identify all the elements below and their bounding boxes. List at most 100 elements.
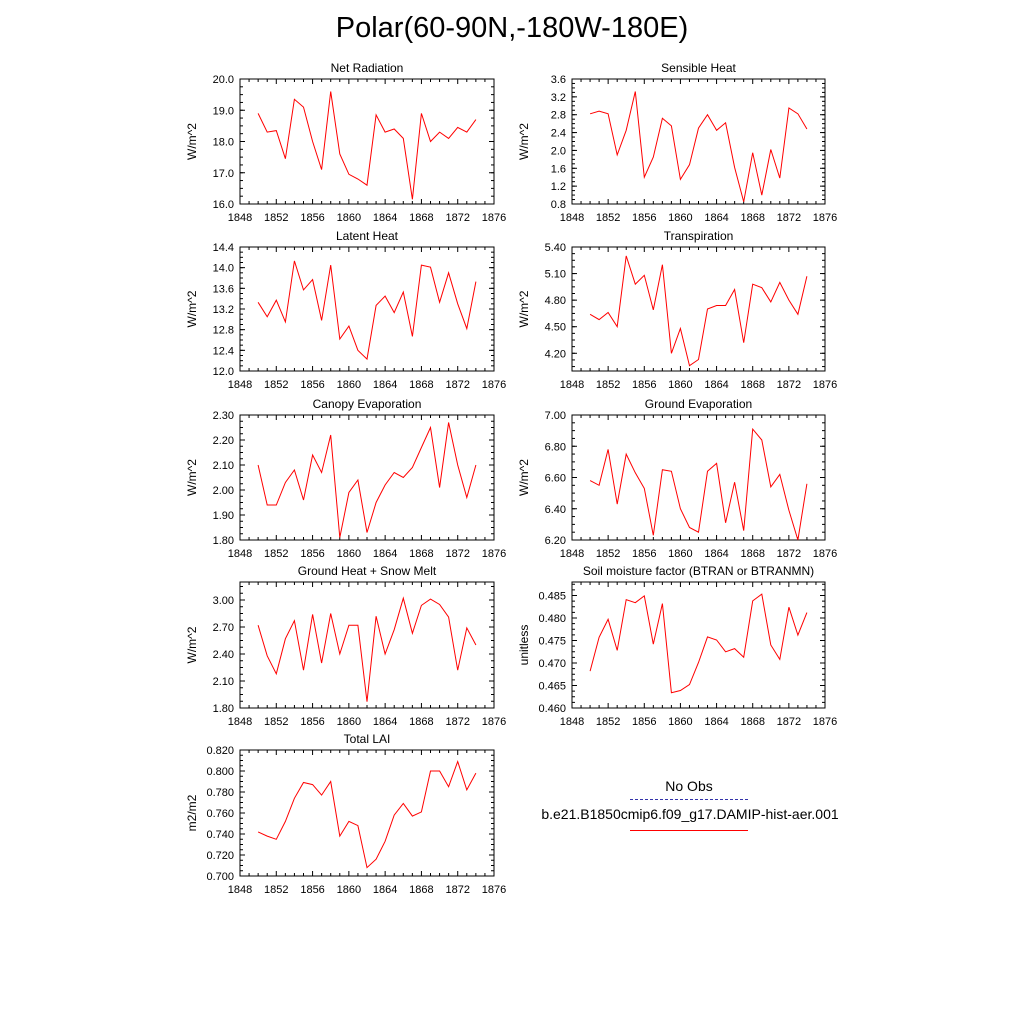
y-tick-label: 0.460 xyxy=(538,703,566,715)
y-tick-label: 14.0 xyxy=(213,263,234,275)
y-tick-label: 1.2 xyxy=(551,181,566,193)
y-tick-label: 19.0 xyxy=(213,105,234,117)
legend-obs-line xyxy=(630,799,748,800)
y-tick-label: 0.780 xyxy=(206,787,234,799)
x-tick-label: 1848 xyxy=(228,212,252,224)
chart-panel: Ground Evaporation W/m^2 1848 1852 1856 1860 1… xyxy=(517,397,837,560)
panel-title: Ground Heat + Snow Melt xyxy=(298,564,437,578)
series-line xyxy=(257,596,477,702)
chart-panel: Latent Heat W/m^2 1848 1852 1856 1860 1864 1868… xyxy=(185,229,506,391)
y-tick-label: 5.40 xyxy=(545,242,566,254)
y-tick-label: 2.4 xyxy=(551,128,566,140)
y-tick-label: 2.8 xyxy=(551,110,566,122)
x-tick-label: 1864 xyxy=(704,212,728,224)
y-tick-label: 1.6 xyxy=(551,163,566,175)
plot-frame xyxy=(239,581,495,709)
x-tick-label: 1856 xyxy=(632,212,656,224)
x-tick-label: 1848 xyxy=(560,716,584,728)
y-tick-label: 6.60 xyxy=(545,473,566,485)
y-tick-label: 0.470 xyxy=(538,658,566,670)
page-title: Polar(60-90N,-180W-180E) xyxy=(335,12,689,44)
y-tick-label: 3.2 xyxy=(551,92,566,104)
y-tick-label: 2.00 xyxy=(213,485,234,497)
y-tick-label: 13.2 xyxy=(213,304,234,316)
plot-frame xyxy=(239,246,495,372)
x-tick-label: 1876 xyxy=(813,212,837,224)
plot-frame xyxy=(571,414,826,541)
y-tick-label: 14.4 xyxy=(213,242,234,254)
y-tick-label: 1.80 xyxy=(213,535,234,547)
x-tick-label: 1876 xyxy=(482,379,506,391)
x-tick-label: 1852 xyxy=(264,716,288,728)
y-tick-label: 6.40 xyxy=(545,504,566,516)
x-tick-label: 1868 xyxy=(409,884,433,896)
chart-panel: Soil moisture factor (BTRAN or BTRANMN) u… xyxy=(517,564,837,728)
y-axis-label: W/m^2 xyxy=(185,626,199,663)
x-tick-label: 1848 xyxy=(228,716,252,728)
chart-panel: Ground Heat + Snow Melt W/m^2 1848 1852 1856… xyxy=(185,564,506,728)
plot-frame xyxy=(239,414,495,541)
y-tick-label: 2.30 xyxy=(213,410,234,422)
legend-model-line xyxy=(630,830,748,831)
plot-frame xyxy=(571,246,826,372)
series-line xyxy=(589,91,808,202)
x-tick-label: 1864 xyxy=(704,716,728,728)
x-tick-label: 1852 xyxy=(596,548,620,560)
legend-obs-label: No Obs xyxy=(665,778,713,794)
y-tick-label: 1.80 xyxy=(213,703,234,715)
x-tick-label: 1848 xyxy=(560,379,584,391)
chart-panel: Net Radiation W/m^2 1848 1852 1856 1860 1864 18… xyxy=(185,61,506,224)
x-tick-label: 1872 xyxy=(445,716,469,728)
x-tick-label: 1856 xyxy=(300,379,324,391)
x-tick-label: 1852 xyxy=(596,716,620,728)
x-tick-label: 1852 xyxy=(596,379,620,391)
x-tick-label: 1872 xyxy=(777,548,801,560)
x-tick-label: 1848 xyxy=(228,379,252,391)
y-tick-label: 18.0 xyxy=(213,137,234,149)
y-tick-label: 12.8 xyxy=(213,325,234,337)
x-tick-label: 1852 xyxy=(264,548,288,560)
y-tick-label: 2.0 xyxy=(551,145,566,157)
y-tick-label: 0.475 xyxy=(538,636,566,648)
x-tick-label: 1860 xyxy=(337,716,361,728)
chart-panel: Total LAI m2/m2 1848 1852 1856 1860 1864 1868 18… xyxy=(185,732,506,896)
y-tick-label: 4.20 xyxy=(545,348,566,360)
y-tick-label: 2.10 xyxy=(213,676,234,688)
y-tick-label: 3.6 xyxy=(551,74,566,86)
x-tick-label: 1864 xyxy=(373,379,397,391)
x-tick-label: 1852 xyxy=(596,212,620,224)
x-tick-label: 1876 xyxy=(482,548,506,560)
y-tick-label: 0.465 xyxy=(538,681,566,693)
x-tick-label: 1860 xyxy=(337,548,361,560)
y-tick-label: 2.70 xyxy=(213,622,234,634)
x-tick-label: 1860 xyxy=(337,884,361,896)
y-tick-label: 4.50 xyxy=(545,322,566,334)
x-tick-label: 1868 xyxy=(409,212,433,224)
panel-title: Net Radiation xyxy=(331,61,404,75)
series-line xyxy=(257,260,477,361)
x-tick-label: 1856 xyxy=(632,548,656,560)
x-tick-label: 1872 xyxy=(445,379,469,391)
y-tick-label: 2.20 xyxy=(213,435,234,447)
x-tick-label: 1856 xyxy=(300,212,324,224)
y-tick-label: 7.00 xyxy=(545,410,566,422)
x-tick-label: 1872 xyxy=(445,884,469,896)
x-tick-label: 1868 xyxy=(740,548,764,560)
plot-frame xyxy=(571,78,826,205)
y-tick-label: 0.485 xyxy=(538,591,566,603)
x-tick-label: 1860 xyxy=(337,379,361,391)
x-tick-label: 1860 xyxy=(668,716,692,728)
x-tick-label: 1856 xyxy=(632,716,656,728)
x-tick-label: 1852 xyxy=(264,884,288,896)
series-line xyxy=(257,759,477,869)
plot-frame xyxy=(239,749,495,877)
x-tick-label: 1856 xyxy=(300,884,324,896)
y-tick-label: 1.90 xyxy=(213,510,234,522)
x-tick-label: 1872 xyxy=(777,379,801,391)
x-tick-label: 1856 xyxy=(632,379,656,391)
x-tick-label: 1868 xyxy=(740,379,764,391)
x-tick-label: 1872 xyxy=(445,212,469,224)
y-tick-label: 17.0 xyxy=(213,168,234,180)
y-tick-label: 20.0 xyxy=(213,74,234,86)
